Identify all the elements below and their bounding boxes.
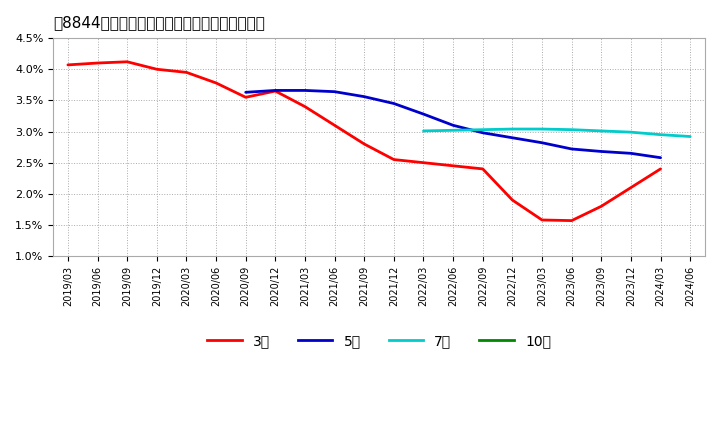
- 3年: [597, 204, 606, 209]
- 3年: [301, 104, 310, 109]
- 7年: [538, 126, 546, 132]
- 5年: [656, 155, 665, 160]
- 3年: [390, 157, 398, 162]
- 5年: [479, 130, 487, 136]
- Line: 3年: 3年: [68, 62, 660, 220]
- 7年: [567, 127, 576, 132]
- 5年: [241, 90, 250, 95]
- 5年: [419, 111, 428, 117]
- 5年: [626, 150, 635, 156]
- 5年: [508, 135, 517, 140]
- 7年: [626, 129, 635, 135]
- 3年: [241, 95, 250, 100]
- 3年: [656, 166, 665, 172]
- 7年: [656, 132, 665, 137]
- 7年: [479, 127, 487, 132]
- 3年: [419, 160, 428, 165]
- 7年: [597, 128, 606, 134]
- Line: 7年: 7年: [423, 129, 690, 136]
- 3年: [182, 70, 191, 75]
- 3年: [212, 81, 220, 86]
- 3年: [479, 166, 487, 172]
- 5年: [390, 101, 398, 106]
- 3年: [360, 141, 369, 147]
- 3年: [123, 59, 132, 64]
- 7年: [508, 126, 517, 132]
- Legend: 3年, 5年, 7年, 10年: 3年, 5年, 7年, 10年: [202, 328, 557, 354]
- 3年: [508, 198, 517, 203]
- 5年: [538, 140, 546, 145]
- Text: ［8844］　当期純利益マージンの平均値の推移: ［8844］ 当期純利益マージンの平均値の推移: [53, 15, 265, 30]
- 7年: [686, 134, 695, 139]
- 3年: [153, 66, 161, 72]
- 3年: [449, 163, 457, 169]
- 3年: [63, 62, 72, 67]
- 5年: [330, 89, 339, 94]
- 5年: [567, 147, 576, 152]
- 5年: [360, 94, 369, 99]
- 5年: [597, 149, 606, 154]
- 3年: [271, 88, 279, 94]
- 5年: [301, 88, 310, 93]
- 3年: [538, 217, 546, 223]
- 3年: [567, 218, 576, 223]
- 3年: [626, 185, 635, 190]
- 7年: [449, 128, 457, 133]
- 7年: [419, 128, 428, 134]
- 3年: [93, 60, 102, 66]
- 3年: [330, 123, 339, 128]
- 5年: [271, 88, 279, 93]
- Line: 5年: 5年: [246, 91, 660, 158]
- 5年: [449, 123, 457, 128]
